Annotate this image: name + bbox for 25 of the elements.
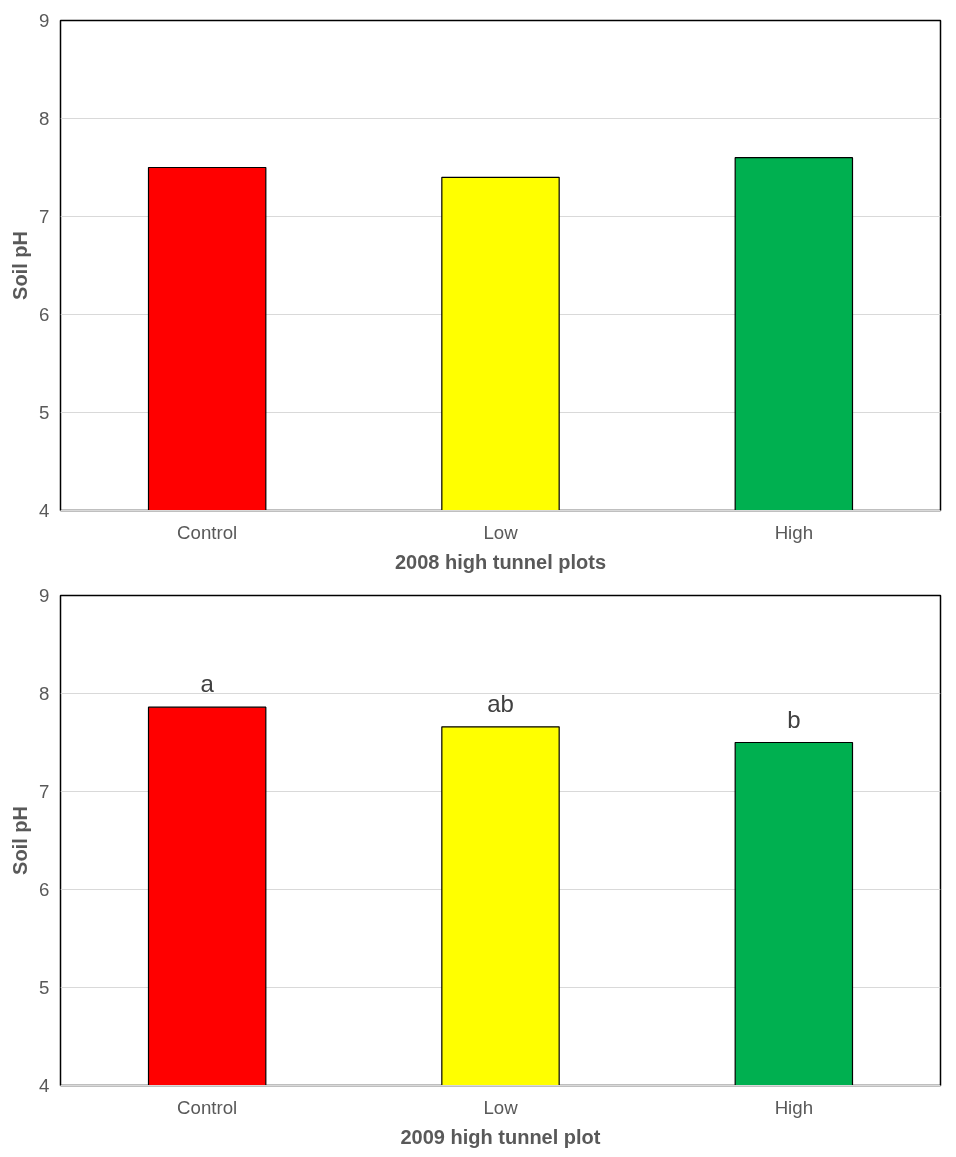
y-tick-label: 6 <box>39 304 50 325</box>
x-tick-label: High <box>774 521 814 543</box>
annotation: a <box>200 670 215 698</box>
y-tick-label: 5 <box>39 977 50 998</box>
y-tick-label: 9 <box>39 10 50 31</box>
y-tick-label: 5 <box>39 402 50 423</box>
y-tick-label: 4 <box>39 500 50 521</box>
y-tick-label: 8 <box>39 683 50 704</box>
y-axis-title: Soil pH <box>9 806 32 875</box>
x-tick-label: Control <box>177 521 238 543</box>
y-tick-label: 9 <box>39 585 50 606</box>
x-tick-label: Control <box>177 1096 238 1118</box>
y-tick-label: 8 <box>39 108 50 129</box>
y-tick-label: 7 <box>39 206 50 227</box>
y-tick-label: 7 <box>39 781 50 802</box>
x-axis-title: 2008 high tunnel plots <box>394 550 607 573</box>
x-tick-label: High <box>774 1096 814 1118</box>
annotation: b <box>787 705 801 733</box>
y-tick-label: 4 <box>39 1075 50 1096</box>
x-axis-title: 2009 high tunnel plot <box>400 1125 601 1148</box>
x-tick-label: Low <box>483 521 519 543</box>
y-axis-title: Soil pH <box>9 231 32 300</box>
y-tick-label: 6 <box>39 879 50 900</box>
annotation: ab <box>487 689 514 717</box>
x-tick-label: Low <box>483 1096 519 1118</box>
